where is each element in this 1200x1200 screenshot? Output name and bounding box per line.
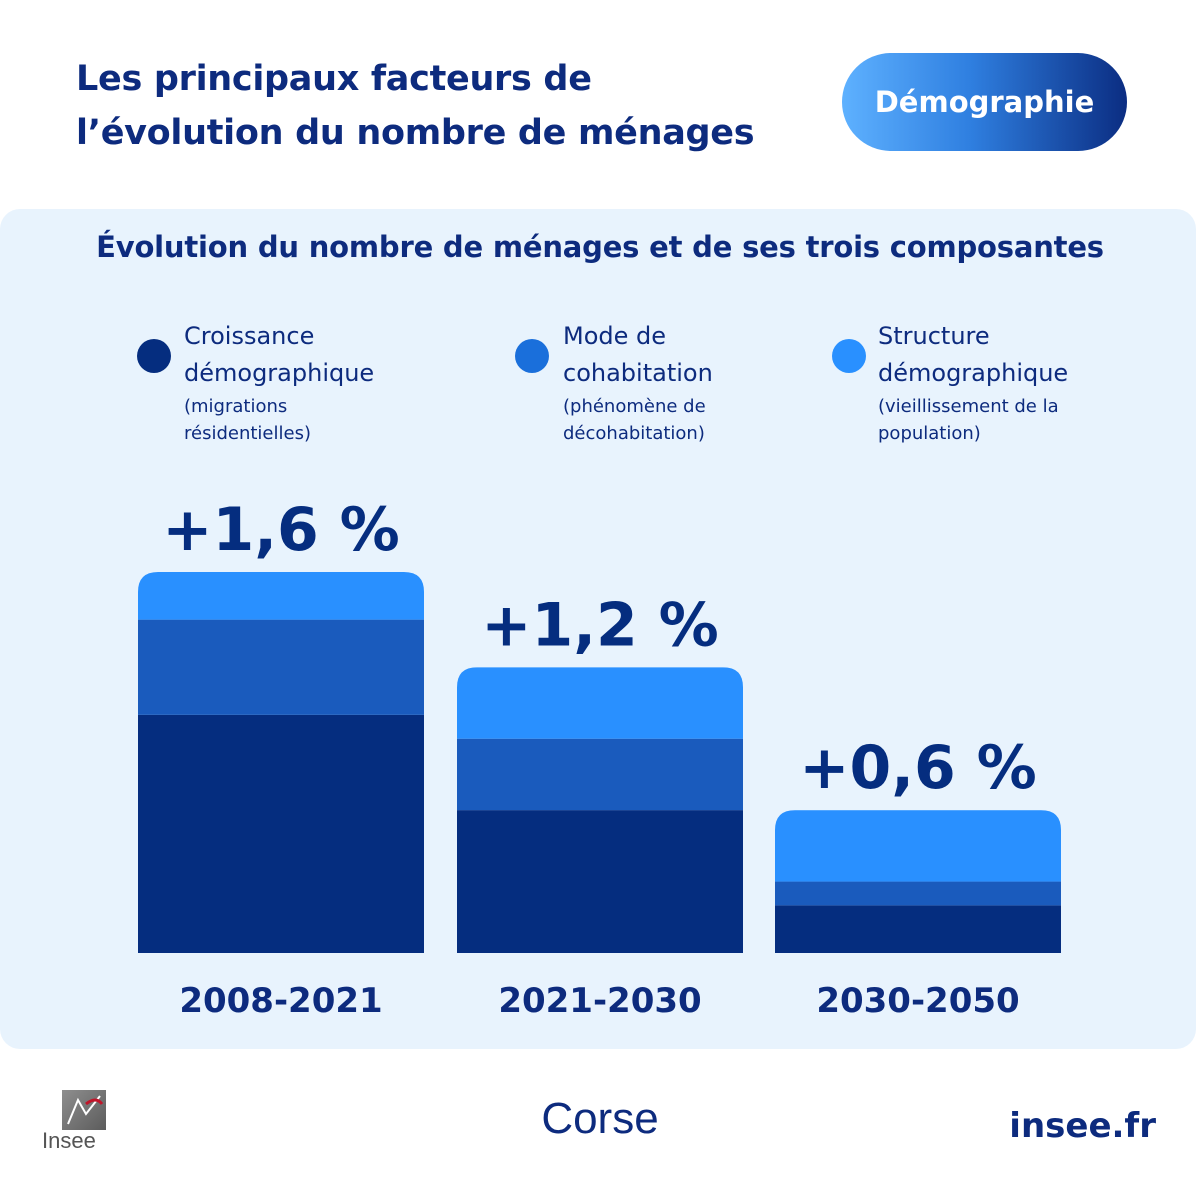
category-label-2021-2030: 2021-2030 [498,981,701,1021]
total-label-2021-2030: +1,2 % [481,590,719,660]
bar-segment-croissance-demographique-2008-2021 [138,714,424,953]
legend-dot-mode [515,339,549,373]
bar-group-2021-2030 [457,667,743,953]
insee-logo-text: Insee [42,1128,96,1153]
page-title-line2: l’évolution du nombre de ménages [76,113,755,153]
legend-label-structure: Structure démographique [878,318,1138,392]
bar-segment-structure-demographique-2008-2021 [138,572,424,620]
legend-label-mode: Mode de cohabitation [563,318,823,392]
legend-label-mode-line1: Mode de [563,322,667,350]
category-label-2008-2021: 2008-2021 [179,981,382,1021]
bar-segment-mode-de-cohabitation-2008-2021 [138,619,424,715]
page-title: Les principaux facteurs de l’évolution d… [76,52,816,160]
legend-label-croissance-line1: Croissance [184,322,315,350]
legend-note-croissance-line1: (migrations [184,396,288,417]
legend-dot-structure [832,339,866,373]
legend-label-mode-line2: cohabitation [563,359,713,387]
page-title-line1: Les principaux facteurs de [76,59,592,99]
bar-segment-structure-demographique-2021-2030 [457,667,743,739]
bar-group-2030-2050 [775,810,1061,953]
bar-segment-croissance-demographique-2030-2050 [775,905,1061,953]
legend-label-croissance: Croissance démographique [184,318,444,392]
site-link[interactable]: insee.fr [1009,1106,1156,1146]
chart-title: Évolution du nombre de ménages et de ses… [96,230,1104,264]
legend-note-mode: (phénomène de décohabitation) [563,393,803,447]
legend-note-mode-line2: décohabitation) [563,423,705,444]
region-label: Corse [541,1094,659,1143]
legend-dot-croissance [137,339,171,373]
category-label-2030-2050: 2030-2050 [816,981,1019,1021]
insee-logo-icon [62,1090,106,1130]
legend-note-structure: (vieillissement de la population) [878,393,1118,447]
bar-group-2008-2021 [138,572,424,953]
legend-note-croissance: (migrations résidentielles) [184,393,424,447]
bar-segment-mode-de-cohabitation-2021-2030 [457,738,743,811]
legend-note-structure-line1: (vieillissement de la [878,396,1059,417]
topic-badge: Démographie [842,53,1127,151]
bar-segment-mode-de-cohabitation-2030-2050 [775,881,1061,906]
bar-segment-croissance-demographique-2021-2030 [457,810,743,953]
legend-note-croissance-line2: résidentielles) [184,423,311,444]
total-label-2030-2050: +0,6 % [799,733,1037,803]
legend-label-structure-line2: démographique [878,359,1069,387]
legend-note-structure-line2: population) [878,423,981,444]
bar-segment-structure-demographique-2030-2050 [775,810,1061,882]
total-label-2008-2021: +1,6 % [162,495,400,565]
legend-label-croissance-line2: démographique [184,359,375,387]
legend-label-structure-line1: Structure [878,322,990,350]
legend-note-mode-line1: (phénomène de [563,396,706,417]
stacked-bar-chart: +1,6 % 2008-2021 +1,2 % 2021-2030 +0,6 % 2030… [138,495,1061,1021]
